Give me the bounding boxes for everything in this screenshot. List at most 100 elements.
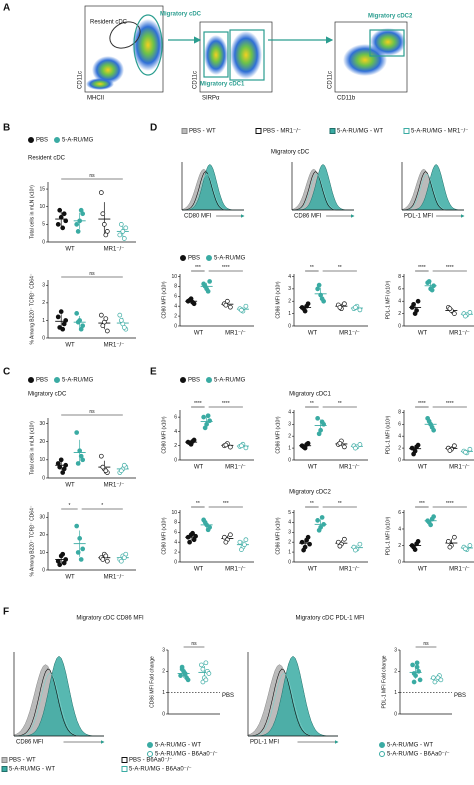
data-point xyxy=(353,547,358,553)
x-group-label: MR1⁻/⁻ xyxy=(104,483,125,489)
data-point xyxy=(207,279,212,284)
x-group-label: WT xyxy=(308,465,318,471)
x-group-label: MR1⁻/⁻ xyxy=(225,465,246,471)
data-point xyxy=(77,218,83,224)
data-point xyxy=(78,326,84,332)
legend-marker xyxy=(255,128,262,134)
significance-label: ** xyxy=(338,401,342,407)
data-point xyxy=(60,326,66,332)
data-point xyxy=(118,222,124,227)
panel-label: E xyxy=(150,367,157,378)
data-point xyxy=(77,448,83,454)
data-point xyxy=(414,664,420,670)
data-point xyxy=(63,218,69,224)
legend-label: PBS - MR1⁻/⁻ xyxy=(263,129,301,135)
significance-label: **** xyxy=(418,265,426,271)
y-tick-label: 2 xyxy=(288,299,291,305)
data-point xyxy=(182,672,188,677)
significance-label: **** xyxy=(194,401,202,407)
data-point xyxy=(118,558,124,564)
data-point xyxy=(100,323,106,329)
data-point xyxy=(414,660,420,666)
significance-label: ** xyxy=(338,501,342,507)
data-point xyxy=(239,443,244,449)
data-point xyxy=(103,468,109,474)
y-tick-label: 8 xyxy=(398,410,401,416)
y-tick-label: 0 xyxy=(42,239,45,245)
data-point xyxy=(242,542,247,548)
x-group-label: MR1⁻/⁻ xyxy=(339,567,360,573)
data-point xyxy=(75,550,81,555)
data-point xyxy=(201,414,206,420)
legend-label: PBS - WT xyxy=(189,129,216,135)
y-tick-label: 0 xyxy=(174,323,177,329)
data-point xyxy=(426,279,432,284)
data-point xyxy=(429,287,435,293)
y-tick-label: 4 xyxy=(288,274,291,280)
y-tick-label: 6 xyxy=(398,422,401,428)
y-tick-label: 2 xyxy=(162,669,165,675)
panel-label: F xyxy=(3,607,9,618)
x-group-label: WT xyxy=(418,465,428,471)
legend-marker xyxy=(121,757,128,763)
panel-label: C xyxy=(3,367,10,378)
y-tick-label: 3 xyxy=(394,647,397,653)
y-tick-label: 2 xyxy=(42,300,45,306)
data-point xyxy=(411,451,416,457)
legend-label: PBS xyxy=(36,138,48,144)
data-point xyxy=(319,296,325,302)
y-axis-label: PDL-1 MFI (x10³) xyxy=(385,516,391,555)
legend-marker xyxy=(147,742,153,748)
x-group-label: WT xyxy=(308,567,318,573)
legend-label: 5-A-RU/MG - B6Aa0⁻/⁻ xyxy=(387,752,450,758)
y-tick-label: 30 xyxy=(39,515,45,521)
y-tick-label: 0 xyxy=(398,559,401,565)
y-axis-label: % Among B220⁻ TCRβ⁻ CD64⁻ xyxy=(29,273,35,344)
x-group-label: WT xyxy=(418,567,428,573)
legend-marker xyxy=(28,377,34,383)
data-point xyxy=(319,419,325,425)
x-axis-label: MHCII xyxy=(87,96,104,102)
data-point xyxy=(58,457,64,463)
significance-label: **** xyxy=(446,265,454,271)
data-point xyxy=(117,312,123,318)
y-tick-label: 2 xyxy=(288,540,291,546)
y-tick-label: 0 xyxy=(398,323,401,329)
data-point xyxy=(447,544,453,550)
significance-label: **** xyxy=(446,501,454,507)
data-point xyxy=(205,288,211,294)
data-point xyxy=(98,190,104,195)
gate xyxy=(109,21,141,49)
gate-label: Migratory cDC2 xyxy=(368,14,413,20)
data-point xyxy=(185,534,191,540)
y-axis-label: CD11c xyxy=(193,71,199,89)
significance-label: ** xyxy=(338,265,342,271)
data-point xyxy=(452,443,457,449)
histogram xyxy=(14,655,104,737)
data-point xyxy=(411,544,416,550)
plot-frame xyxy=(84,5,164,93)
data-point xyxy=(78,557,84,562)
x-group-label: WT xyxy=(194,567,204,573)
data-point xyxy=(409,445,415,451)
data-point xyxy=(77,536,83,541)
data-point xyxy=(178,673,183,678)
data-point xyxy=(353,445,358,451)
histogram xyxy=(248,655,338,737)
y-tick-label: 0 xyxy=(42,475,45,481)
significance-label: ns xyxy=(191,641,197,647)
legend-marker xyxy=(54,377,60,383)
gate-label: Resident cDC xyxy=(90,20,128,26)
data-point xyxy=(467,543,473,548)
panel-title: Migratory cDC PDL-1 MFI xyxy=(295,616,364,622)
y-tick-label: 10 xyxy=(39,550,45,556)
x-axis-label: CD11b xyxy=(337,96,356,102)
data-point xyxy=(353,305,358,310)
data-point xyxy=(429,424,435,430)
legend-marker xyxy=(1,766,8,772)
data-point xyxy=(319,515,325,520)
data-point xyxy=(205,413,211,419)
data-point xyxy=(304,442,309,447)
y-tick-label: 4 xyxy=(174,540,177,546)
data-point xyxy=(190,530,195,536)
